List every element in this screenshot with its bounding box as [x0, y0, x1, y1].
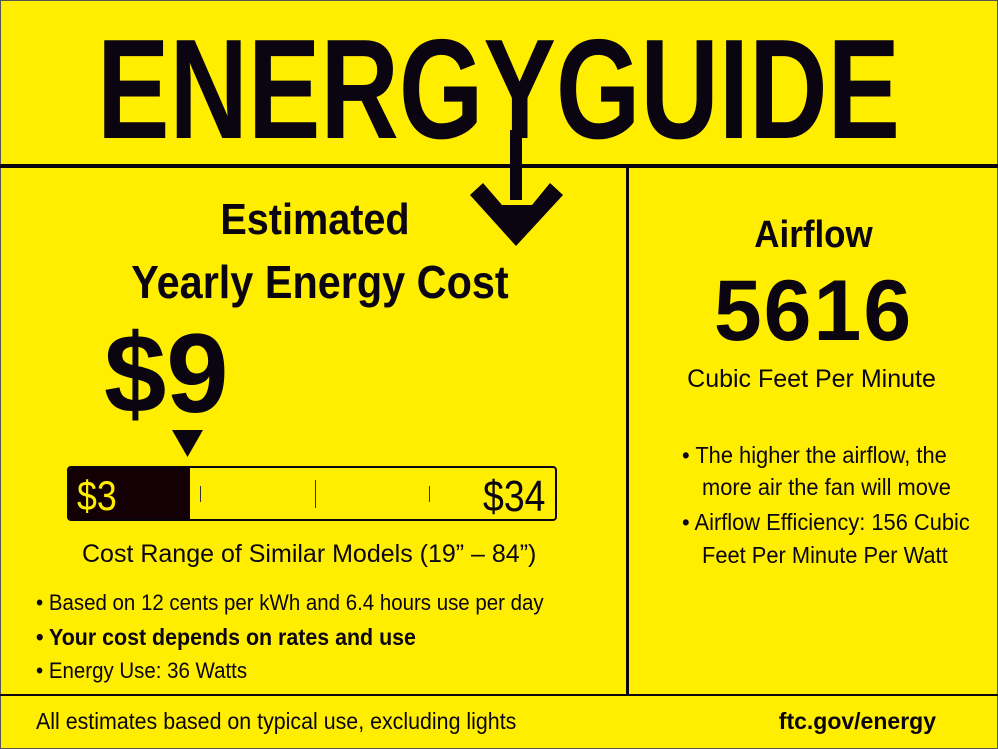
range-min-label: $3: [77, 472, 117, 519]
cost-title-line1: Estimated: [220, 195, 410, 244]
airflow-unit: Cubic Feet Per Minute: [687, 365, 936, 393]
footer-divider: [0, 694, 998, 696]
range-caption: Cost Range of Similar Models (19” – 84”): [82, 540, 537, 568]
cost-bullet: • Energy Use: 36 Watts: [36, 658, 248, 683]
airflow-bullet-cont: Feet Per Minute Per Watt: [702, 542, 948, 568]
airflow-bullet: • Airflow Efficiency: 156 Cubic: [682, 509, 970, 535]
range-max-label: $34: [482, 472, 545, 521]
range-fill: [69, 468, 190, 519]
cost-bullet-bold: • Your cost depends on rates and use: [36, 624, 416, 650]
range-tick: [315, 480, 316, 508]
estimated-cost: $9: [104, 311, 229, 436]
range-tick: [200, 486, 201, 502]
cost-bullet: • Based on 12 cents per kWh and 6.4 hour…: [36, 590, 544, 615]
range-tick: [429, 486, 430, 502]
energyguide-logo: ENERGYGUIDE: [97, 10, 900, 246]
airflow-value: 5616: [713, 263, 914, 359]
cost-title-line2: Yearly Energy Cost: [131, 256, 509, 308]
cost-range-bar: $3 $34: [67, 466, 557, 521]
cost-marker-icon: [172, 430, 203, 457]
airflow-bullet-cont: more air the fan will move: [702, 474, 951, 500]
airflow-bullet: • The higher the airflow, the: [682, 442, 947, 468]
panel-divider: [626, 166, 629, 696]
airflow-title: Airflow: [754, 214, 873, 256]
header-divider: [0, 164, 998, 168]
logo-text: ENERGYGUIDE: [97, 10, 900, 169]
footer-note: All estimates based on typical use, excl…: [36, 708, 517, 734]
ftc-link[interactable]: ftc.gov/energy: [778, 708, 936, 734]
